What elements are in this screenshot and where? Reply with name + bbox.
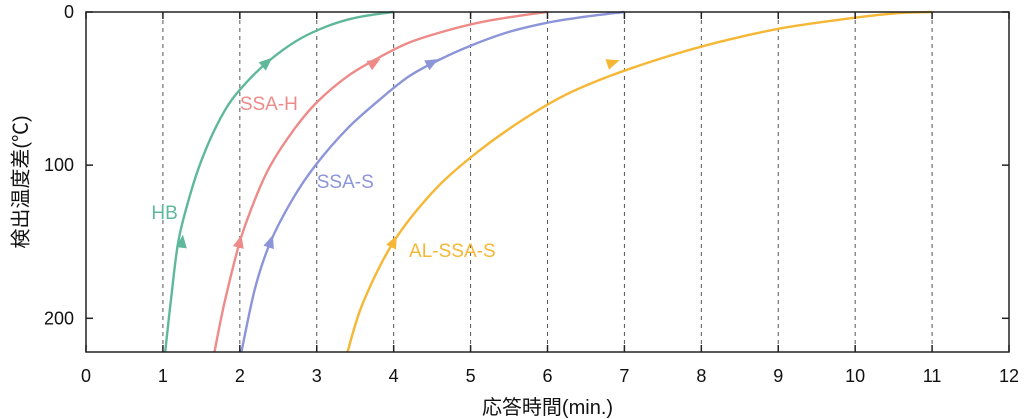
x-tick-label: 6: [542, 366, 552, 386]
x-tick-label: 5: [466, 366, 476, 386]
series-lines: [164, 10, 933, 353]
x-tick-label: 11: [923, 366, 942, 386]
x-tick-label: 0: [81, 366, 91, 386]
x-tick-label: 10: [845, 366, 865, 386]
direction-arrows: [175, 57, 620, 250]
y-axis-label: 検出温度差(℃): [9, 115, 32, 248]
series-label-hb: HB: [151, 203, 177, 224]
direction-arrow-icon: [175, 234, 187, 249]
x-tick-label: 7: [619, 366, 629, 386]
x-tick-label: 12: [999, 366, 1019, 386]
series-label-al-ssa-s: AL-SSA-S: [409, 241, 496, 262]
grid-lines: [162, 12, 933, 352]
x-tick-label: 2: [235, 366, 245, 386]
series-line-hb: [164, 10, 394, 353]
series-annotations: HB SSA-H SSA-S AL-SSA-S: [151, 94, 495, 262]
x-tick-label: 1: [158, 366, 168, 386]
x-tick-label: 3: [312, 366, 322, 386]
direction-arrow-icon: [424, 59, 439, 71]
y-tick-label: 0: [64, 2, 74, 22]
x-tick-label: 4: [389, 366, 399, 386]
direction-arrow-icon: [233, 234, 244, 249]
direction-arrow-icon: [263, 235, 274, 250]
x-axis-label: 応答時間(min.): [482, 396, 613, 419]
direction-arrow-icon: [386, 235, 397, 250]
direction-arrow-icon: [605, 59, 620, 70]
direction-arrow-icon: [258, 57, 273, 71]
y-tick-label: 200: [44, 308, 74, 328]
series-label-ssa-s: SSA-S: [317, 172, 374, 193]
x-tick-label: 9: [773, 366, 783, 386]
series-label-ssa-h: SSA-H: [240, 94, 298, 115]
y-tick-label: 100: [44, 155, 74, 175]
direction-arrow-icon: [366, 58, 381, 71]
x-tick-label: 8: [696, 366, 706, 386]
